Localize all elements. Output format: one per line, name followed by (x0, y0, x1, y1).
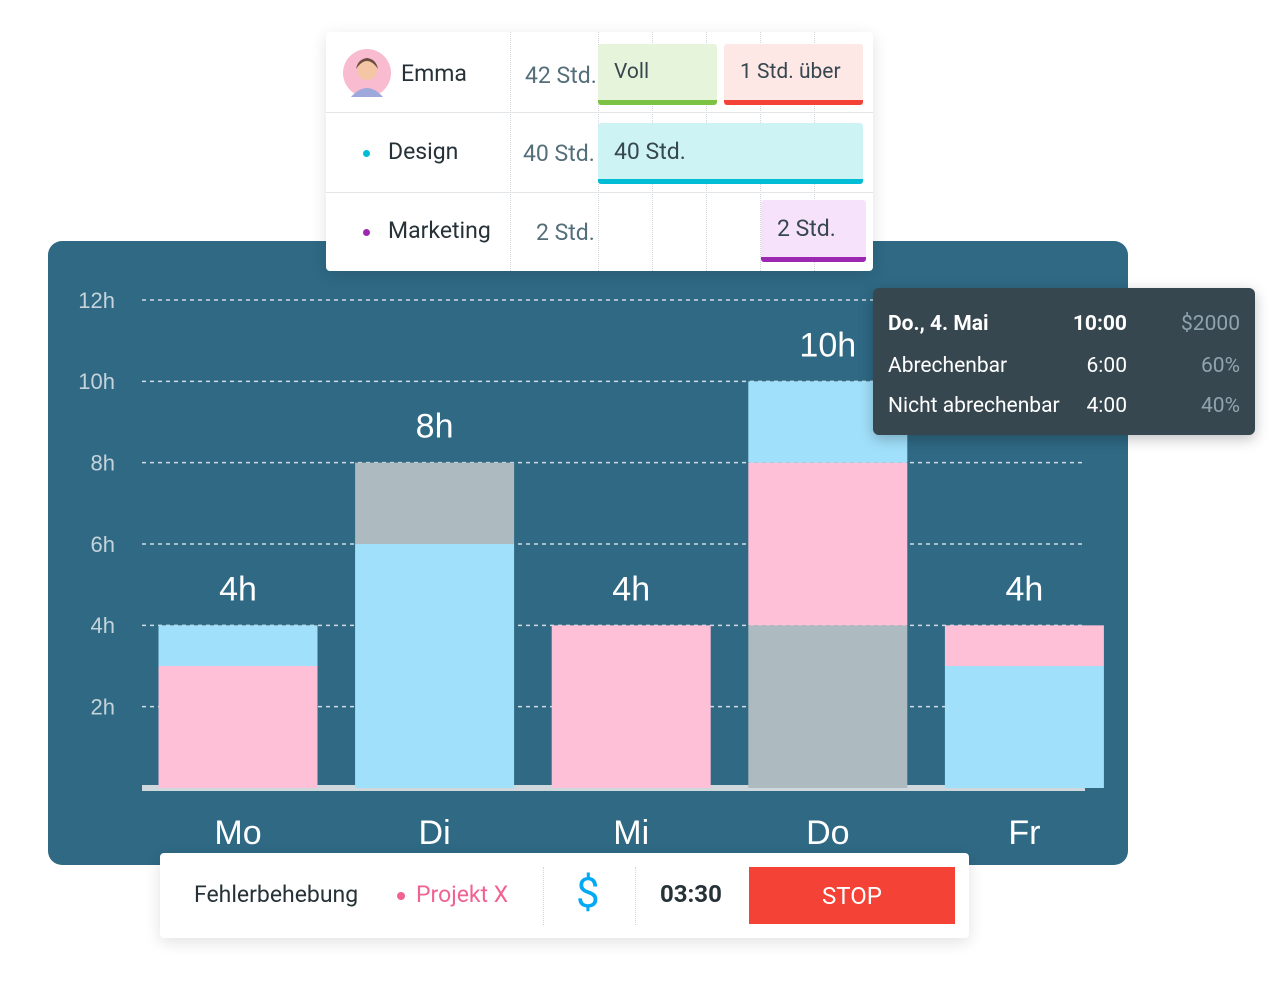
x-tick-label: Di (419, 814, 451, 852)
bar-segment (748, 625, 908, 788)
tooltip-label: Do., 4. Mai (888, 312, 989, 336)
tooltip-percent: 60% (1201, 354, 1240, 378)
x-tick-label: Mi (613, 814, 649, 852)
total-label: 4h (219, 570, 257, 608)
y-tick-label: 10h (78, 369, 115, 394)
divider (510, 32, 511, 271)
schedule-card: Emma 42 Std. Voll 1 Std. über Design 40 … (326, 32, 873, 271)
bar-segment (158, 625, 318, 666)
hours: 40 Std. (523, 140, 595, 167)
y-tick-label: 8h (91, 450, 115, 475)
project-name: Marketing (388, 217, 491, 244)
total-label: 10h (799, 326, 856, 364)
bar-segment (158, 666, 318, 788)
schedule-row: Design 40 Std. 40 Std. (326, 112, 873, 193)
hours: 2 Std. (536, 219, 595, 246)
tooltip-percent: 40% (1201, 394, 1240, 418)
schedule-bar: Voll (598, 44, 717, 105)
billable-icon[interactable]: $ (576, 869, 600, 918)
divider (635, 867, 636, 925)
x-tick-label: Fr (1008, 814, 1040, 852)
x-tick-label: Mo (214, 814, 261, 852)
tooltip-amount: $2000 (1180, 312, 1240, 336)
tooltip-label: Nicht abrechenbar (888, 394, 1060, 418)
x-tick-label: Do (806, 814, 849, 852)
total-label: 4h (1005, 570, 1043, 608)
bar-segment (551, 625, 711, 788)
schedule-row: Emma 42 Std. Voll 1 Std. über (326, 32, 873, 113)
dot (363, 229, 370, 236)
timer-bar: Fehlerbehebung Projekt X $ 03:30 STOP (160, 853, 969, 938)
task-name: Fehlerbehebung (194, 881, 359, 908)
tooltip: Do., 4. Mai 10:00 $2000 Abrechenbar 6:00… (873, 288, 1255, 435)
hours: 42 Std. (525, 62, 597, 89)
bar-segment (944, 625, 1104, 666)
person-name: Emma (401, 60, 467, 87)
bar-segment (944, 666, 1104, 788)
y-tick-label: 6h (91, 532, 115, 557)
schedule-bar: 2 Std. (761, 200, 866, 262)
project-name: Design (388, 138, 459, 165)
dot (363, 150, 370, 157)
project-name: Projekt X (416, 881, 509, 908)
total-label: 4h (612, 570, 650, 608)
bar-segment (355, 544, 515, 788)
schedule-bar: 40 Std. (598, 123, 863, 184)
tooltip-label: Abrechenbar (888, 354, 1008, 378)
timer-time: 03:30 (660, 880, 722, 908)
avatar (343, 49, 391, 97)
dot (397, 892, 405, 900)
schedule-row: Marketing 2 Std. 2 Std. (326, 192, 873, 272)
y-tick-label: 2h (91, 694, 115, 719)
tooltip-time: 10:00 (1072, 312, 1127, 336)
y-tick-label: 12h (78, 288, 115, 313)
total-label: 8h (416, 408, 454, 446)
schedule-bar: 1 Std. über (724, 44, 863, 105)
bar-segment (748, 462, 908, 626)
bar-segment (355, 462, 515, 544)
tooltip-time: 4:00 (1086, 394, 1128, 418)
tooltip-time: 6:00 (1086, 354, 1128, 378)
y-tick-label: 4h (91, 613, 115, 638)
divider (543, 867, 544, 925)
stop-button[interactable]: STOP (749, 867, 955, 924)
